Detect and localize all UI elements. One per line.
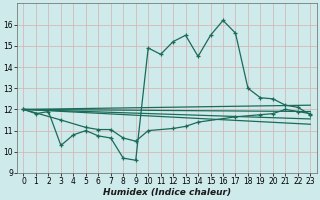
X-axis label: Humidex (Indice chaleur): Humidex (Indice chaleur) [103,188,231,197]
